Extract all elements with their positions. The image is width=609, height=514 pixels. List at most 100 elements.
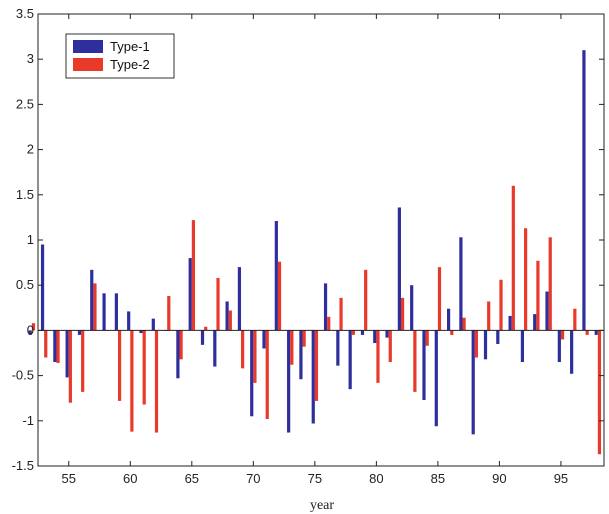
bar-type-1-79 xyxy=(360,330,365,335)
bar-type-2-68 xyxy=(228,310,232,331)
bar-type-2-82 xyxy=(400,297,405,331)
bar-type-2-61 xyxy=(142,330,146,405)
x-axis-label: year xyxy=(310,498,334,513)
y-tick-label: 1 xyxy=(27,232,34,247)
bar-type-1-71 xyxy=(262,330,266,349)
bar-type-1-81 xyxy=(385,330,389,338)
bar-type-1-75 xyxy=(311,330,315,424)
ticks-layer: -1.5 -1 -0.5 0 0.5 1 1.5 2 2.5 3 3.5 55 60 65 70 75 80 85… xyxy=(12,6,604,486)
x-tick-label: 85 xyxy=(431,471,445,486)
bar-type-2-89 xyxy=(487,301,491,331)
bar-type-2-71 xyxy=(265,330,269,419)
x-tick-label: 95 xyxy=(554,471,568,486)
bar-type-2-72 xyxy=(277,261,282,331)
bar-type-1-60 xyxy=(127,311,131,331)
x-tick-label: 75 xyxy=(308,471,322,486)
legend: Type-1 Type-2 xyxy=(65,33,175,79)
bar-type-2-91 xyxy=(511,185,515,331)
bar-type-2-94 xyxy=(548,237,552,331)
bar-type-2-53 xyxy=(44,330,48,358)
x-tick-label: 65 xyxy=(185,471,199,486)
bar-type-2-79 xyxy=(364,269,368,331)
bar-type-2-85 xyxy=(437,267,442,331)
bar-type-1-67 xyxy=(213,330,217,367)
bar-type-1-82 xyxy=(397,207,401,331)
bar-type-1-97 xyxy=(582,50,586,331)
bar-type-1-76 xyxy=(323,283,328,331)
bar-type-1-77 xyxy=(336,330,340,366)
bar-type-1-83 xyxy=(410,285,414,331)
bar-type-2-73 xyxy=(290,330,294,365)
bar-type-2-88 xyxy=(474,330,478,358)
y-tick-label: 1.5 xyxy=(16,187,34,202)
bar-type-1-54 xyxy=(53,330,57,363)
y-tick-label: 0.5 xyxy=(16,277,34,292)
bar-type-1-96 xyxy=(570,330,574,374)
bar-type-1-70 xyxy=(250,330,254,417)
bar-type-2-96 xyxy=(573,308,577,331)
bar-type-1-86 xyxy=(447,308,451,331)
bar-type-2-55 xyxy=(68,330,72,403)
bar-type-2-77 xyxy=(339,297,343,331)
bar-type-1-94 xyxy=(545,291,549,331)
bar-type-2-70 xyxy=(253,330,257,383)
bar-type-2-56 xyxy=(81,330,85,392)
y-tick-label: 3 xyxy=(27,51,34,66)
bar-type-1-65 xyxy=(188,258,192,331)
bar-type-2-87 xyxy=(462,317,466,331)
bar-type-1-58 xyxy=(102,293,106,331)
bar-type-1-68 xyxy=(225,301,229,331)
bar-type-1-57 xyxy=(90,269,94,331)
bar-type-2-92 xyxy=(524,228,528,331)
bar-type-1-62 xyxy=(151,318,155,331)
bar-type-2-67 xyxy=(216,277,220,331)
bar-type-1-85 xyxy=(434,330,438,427)
bar-type-2-93 xyxy=(536,260,540,331)
bar-type-1-66 xyxy=(200,330,205,345)
y-tick-label: 0 xyxy=(27,322,34,337)
x-tick-label: 90 xyxy=(492,471,506,486)
bar-type-1-93 xyxy=(533,314,537,331)
bar-type-2-64 xyxy=(179,330,183,360)
bar-type-1-52 xyxy=(28,330,32,335)
bar-type-1-53 xyxy=(40,244,45,331)
bar-type-1-56 xyxy=(77,330,82,335)
bar-type-2-74 xyxy=(302,330,306,347)
bar-type-1-69 xyxy=(237,267,242,331)
bar-type-1-84 xyxy=(422,330,426,401)
bar-type-1-64 xyxy=(176,330,180,379)
bar-type-1-87 xyxy=(459,237,463,331)
x-tick-label: 60 xyxy=(123,471,137,486)
plot-frame xyxy=(37,13,605,467)
bar-type-1-73 xyxy=(287,330,291,433)
bar-type-1-91 xyxy=(508,315,512,331)
legend-label-type-1: Type-1 xyxy=(110,39,150,54)
x-tick-label: 55 xyxy=(62,471,76,486)
bar-type-2-52 xyxy=(31,323,36,331)
bar-type-2-62 xyxy=(154,330,159,433)
bar-type-2-75 xyxy=(314,330,319,401)
bar-type-1-95 xyxy=(557,330,561,363)
bar-type-2-59 xyxy=(117,330,122,401)
bar-type-2-65 xyxy=(191,220,195,331)
bar-type-2-66 xyxy=(204,326,208,331)
legend-swatch-type-2 xyxy=(73,58,103,71)
bar-type-1-74 xyxy=(299,330,303,380)
bar-type-2-86 xyxy=(450,330,454,335)
bar-type-1-88 xyxy=(471,330,475,435)
bar-type-2-98 xyxy=(597,330,602,455)
bar-type-2-97 xyxy=(585,330,589,335)
bar-type-2-81 xyxy=(388,330,392,363)
bar-type-1-72 xyxy=(274,221,278,331)
bar-type-1-78 xyxy=(348,330,352,390)
bar-type-2-76 xyxy=(327,316,331,331)
y-tick-label: 3.5 xyxy=(16,6,34,21)
bar-type-2-57 xyxy=(93,283,97,331)
bar-type-2-78 xyxy=(351,330,355,335)
bar-type-1-98 xyxy=(594,330,598,335)
bar-type-1-89 xyxy=(483,330,488,360)
bar-type-1-92 xyxy=(520,330,525,363)
y-tick-label: -1 xyxy=(22,413,34,428)
bar-type-2-84 xyxy=(425,330,429,346)
